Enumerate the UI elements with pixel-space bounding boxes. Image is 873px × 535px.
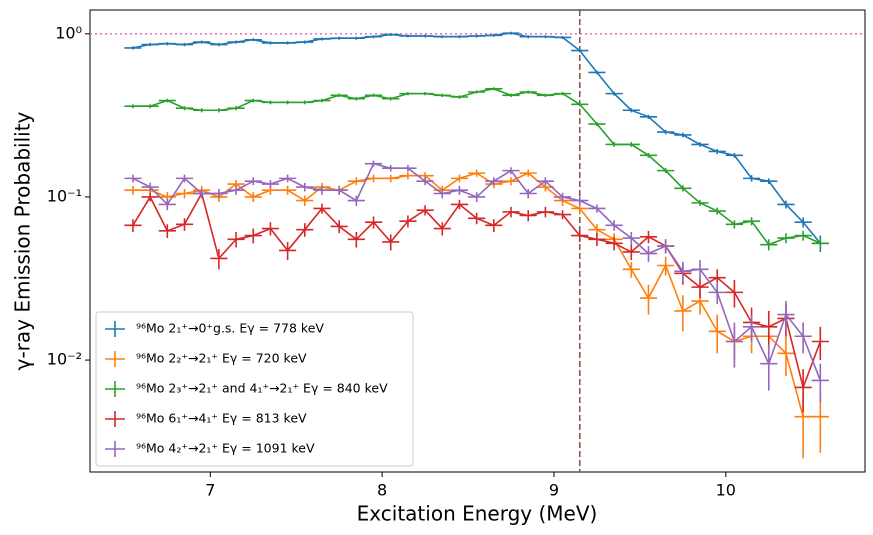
y-axis-label: γ-ray Emission Probability	[11, 111, 35, 370]
x-tick-label: 10	[716, 481, 736, 500]
plot-area	[90, 10, 865, 472]
legend-label: ⁹⁶Mo 2₂⁺→2₁⁺ Eγ = 720 keV	[136, 351, 307, 366]
y-tick-label: 10⁻¹	[47, 186, 82, 205]
x-tick-label: 7	[205, 481, 215, 500]
y-tick-label: 10⁰	[55, 23, 82, 42]
legend-box	[95, 311, 414, 467]
legend-label: ⁹⁶Mo 2₁⁺→0⁺g.s. Eγ = 778 keV	[136, 321, 324, 336]
legend-label: ⁹⁶Mo 4₂⁺→2₁⁺ Eγ = 1091 keV	[136, 441, 315, 456]
x-tick-label: 9	[549, 481, 559, 500]
legend-label: ⁹⁶Mo 6₁⁺→4₁⁺ Eγ = 813 keV	[136, 411, 307, 426]
y-tick-label: 10⁻²	[47, 350, 82, 369]
x-axis-label: Excitation Energy (MeV)	[357, 502, 598, 526]
x-tick-label: 8	[377, 481, 387, 500]
legend-label: ⁹⁶Mo 2₃⁺→2₁⁺ and 4₁⁺→2₁⁺ Eγ = 840 keV	[136, 381, 388, 396]
